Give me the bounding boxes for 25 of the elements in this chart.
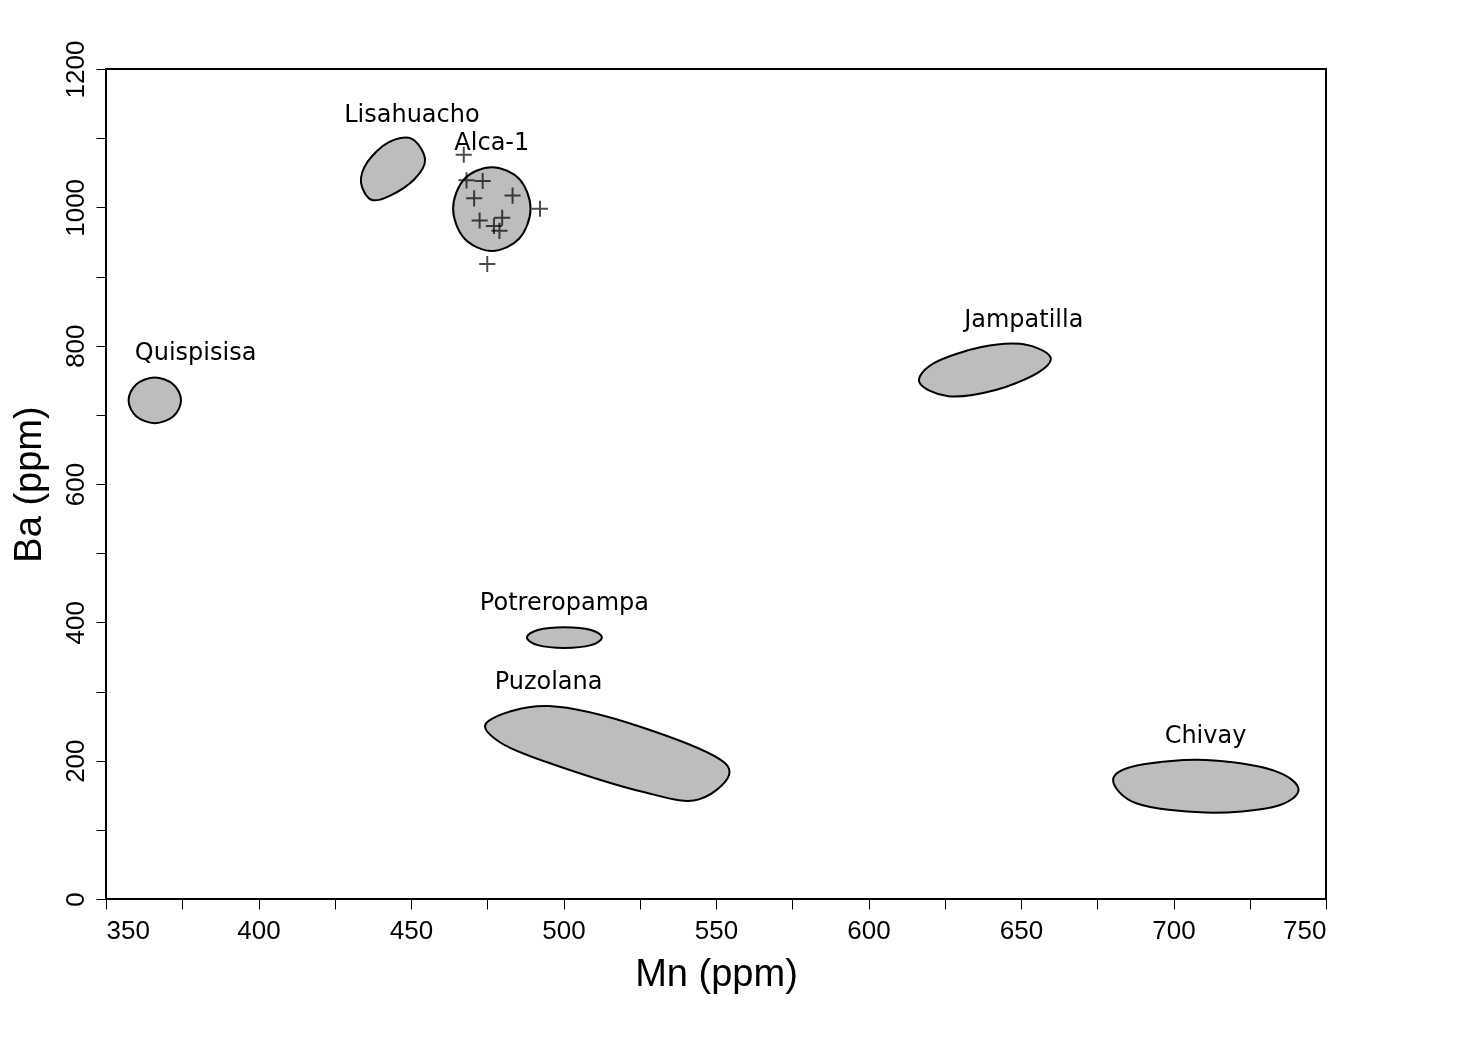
y-tick-label: 200	[59, 739, 90, 783]
y-tick-label: 1200	[59, 40, 90, 99]
y-tick-label: 600	[59, 462, 90, 507]
series-label: Chivay	[1164, 720, 1247, 749]
y-axis-title: Ba (ppm)	[6, 406, 49, 563]
series-label: Quispisisa	[134, 338, 257, 367]
x-tick-label: 350	[106, 914, 150, 945]
series-label: Lisahuacho	[344, 99, 480, 128]
y-tick-label: 1000	[59, 178, 90, 237]
x-tick-label: 750	[1283, 914, 1327, 945]
x-tick-label: 400	[237, 914, 281, 945]
x-tick-label: 700	[1152, 914, 1196, 945]
x-tick-label: 650	[999, 914, 1044, 945]
series-label: Puzolana	[494, 667, 603, 696]
x-tick-label: 450	[389, 914, 434, 945]
x-tick-label: 600	[847, 914, 891, 945]
series-label: Alca-1	[454, 128, 530, 157]
x-axis-title: Mn (ppm)	[635, 951, 798, 994]
y-tick-label: 0	[59, 892, 90, 907]
x-tick-label: 550	[694, 914, 739, 945]
x-tick-label: 500	[542, 914, 586, 945]
series-label: Jampatilla	[962, 305, 1084, 334]
y-tick-label: 400	[59, 601, 90, 645]
series-label: Potreropampa	[479, 588, 649, 617]
y-tick-label: 800	[59, 324, 90, 368]
